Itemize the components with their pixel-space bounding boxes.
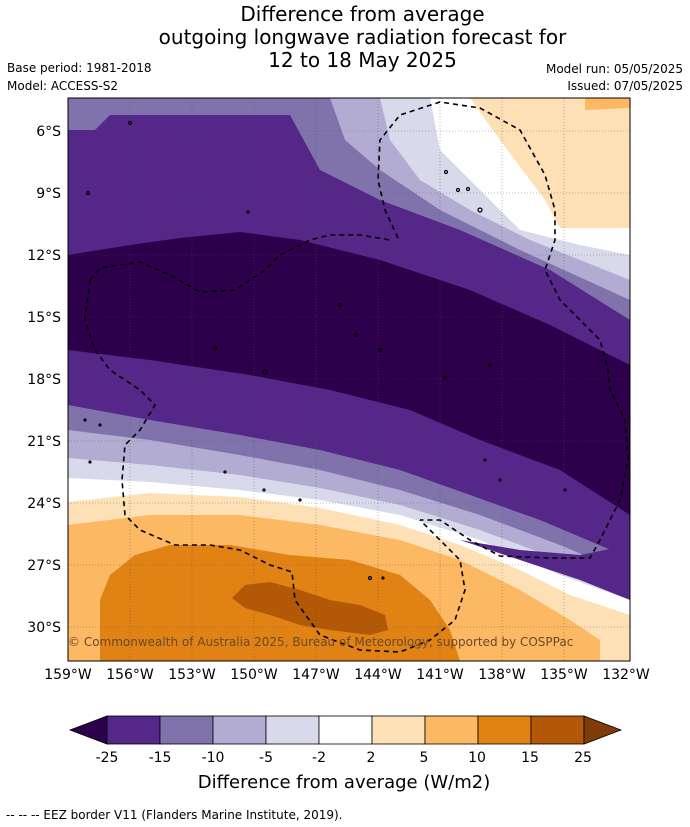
lon-label: 150°W xyxy=(230,667,278,683)
lat-label: 24°S xyxy=(27,496,61,512)
colorbar-tick: -5 xyxy=(259,750,273,766)
colorbar-tick: 15 xyxy=(521,750,539,766)
map-gridlines xyxy=(68,98,630,661)
lon-label: 153°W xyxy=(168,667,216,683)
lat-label: 12°S xyxy=(27,248,61,264)
lat-label: 15°S xyxy=(27,310,61,326)
colorbar-tick: 10 xyxy=(468,750,486,766)
title-line-2: outgoing longwave radiation forecast for xyxy=(158,25,567,49)
colorbar-swatch xyxy=(159,715,214,745)
base-period-label: Base period: 1981-2018 xyxy=(7,61,152,75)
colorbar-swatch xyxy=(530,715,585,745)
colorbar-tick: -2 xyxy=(312,750,326,766)
copyright-text: © Commonwealth of Australia 2025, Bureau… xyxy=(68,635,573,649)
colorbar-tick: -15 xyxy=(149,750,172,766)
colorbar-tick: 5 xyxy=(420,750,429,766)
lon-label: 147°W xyxy=(292,667,340,683)
colorbar-swatch xyxy=(212,715,267,745)
lon-label: 156°W xyxy=(106,667,154,683)
colorbar-ticks: -25 -15 -10 -5 -2 2 5 10 15 25 xyxy=(96,750,592,766)
colorbar-swatch xyxy=(106,715,161,745)
eez-borders xyxy=(84,101,629,653)
title-line-3: 12 to 18 May 2025 xyxy=(268,48,457,72)
model-run-label: Model run: 05/05/2025 xyxy=(545,62,683,76)
colorbar-label: Difference from average (W/m2) xyxy=(198,772,490,793)
lon-label: 144°W xyxy=(354,667,402,683)
lon-labels: 159°W 156°W 153°W 150°W 147°W 144°W 141°… xyxy=(44,667,650,683)
lon-label: 141°W xyxy=(416,667,464,683)
lat-label: 27°S xyxy=(27,558,61,574)
colorbar-swatch xyxy=(477,715,532,745)
lon-label: 138°W xyxy=(478,667,526,683)
lat-label: 30°S xyxy=(27,620,61,636)
lon-label: 159°W xyxy=(44,667,92,683)
colorbar-tick: -25 xyxy=(96,750,119,766)
lat-label: 6°S xyxy=(36,124,61,140)
map-frame xyxy=(67,97,631,662)
islands xyxy=(83,120,567,581)
colorbar-swatch xyxy=(318,715,373,745)
lat-labels: 6°S 9°S 12°S 15°S 18°S 21°S 24°S 27°S 30… xyxy=(27,124,61,636)
model-label: Model: ACCESS-S2 xyxy=(7,79,119,93)
colorbar xyxy=(68,715,623,745)
lat-label: 21°S xyxy=(27,434,61,450)
colorbar-extend-high xyxy=(583,715,623,745)
colorbar-swatch xyxy=(424,715,479,745)
lat-label: 9°S xyxy=(36,186,61,202)
colorbar-tick: -10 xyxy=(202,750,225,766)
colorbar-extend-low xyxy=(68,715,108,745)
title-line-1: Difference from average xyxy=(240,2,485,26)
issued-label: Issued: 07/05/2025 xyxy=(567,79,683,93)
colorbar-swatch xyxy=(371,715,426,745)
map-field xyxy=(68,98,630,661)
lon-label: 132°W xyxy=(602,667,650,683)
colorbar-swatch xyxy=(265,715,320,745)
colorbar-tick: 25 xyxy=(574,750,592,766)
colorbar-tick: 2 xyxy=(367,750,376,766)
footer-eez-note: -- -- -- EEZ border V11 (Flanders Marine… xyxy=(6,808,343,822)
lat-label: 18°S xyxy=(27,372,61,388)
lon-label: 135°W xyxy=(540,667,588,683)
